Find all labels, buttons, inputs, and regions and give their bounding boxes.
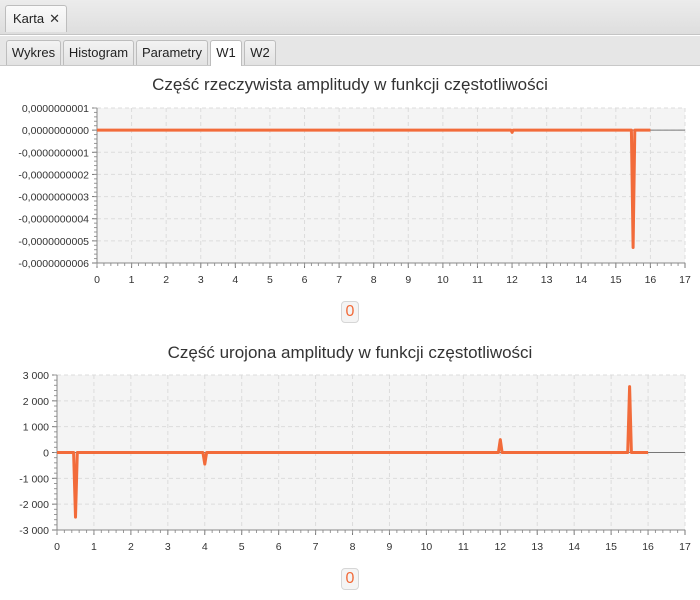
x-tick-label: 14: [575, 274, 587, 286]
y-tick-label: -1 000: [19, 473, 49, 485]
tab-karta[interactable]: Karta ✕: [5, 5, 67, 32]
x-tick-label: 1: [91, 541, 97, 553]
close-icon[interactable]: ✕: [49, 11, 60, 26]
x-tick-label: 5: [267, 274, 273, 286]
y-tick-label: 0,0000000001: [22, 103, 89, 115]
chart-title-real: Część rzeczywista amplitudy w funkcji cz…: [152, 75, 548, 94]
tab-histogram[interactable]: Histogram: [63, 40, 134, 65]
tab-karta-label: Karta: [13, 11, 45, 26]
x-tick-label: 8: [350, 541, 356, 553]
window-tabbar: Karta ✕: [0, 0, 700, 35]
x-tick-label: 1: [129, 274, 135, 286]
y-tick-label: -0,0000000004: [18, 214, 89, 226]
x-tick-label: 14: [568, 541, 580, 553]
x-tick-label: 11: [472, 274, 483, 286]
y-tick-label: -0,0000000001: [18, 147, 89, 159]
y-tick-label: -3 000: [19, 525, 49, 537]
x-tick-label: 15: [610, 274, 622, 286]
y-tick-label: -0,0000000006: [18, 258, 89, 270]
x-tick-label: 17: [679, 274, 691, 286]
y-tick-label: 2 000: [23, 396, 49, 408]
x-tick-label: 16: [645, 274, 657, 286]
plot-area: [97, 108, 685, 263]
view-tabbar: Wykres Histogram Parametry W1 W2: [0, 36, 700, 66]
series-line: [57, 385, 649, 519]
x-tick-label: 4: [232, 274, 238, 286]
x-tick-label: 7: [313, 541, 319, 553]
tab-w1[interactable]: W1: [210, 40, 242, 66]
x-tick-label: 13: [541, 274, 553, 286]
x-tick-label: 13: [531, 541, 543, 553]
legend-series-imag[interactable]: 0: [341, 568, 359, 590]
x-tick-label: 6: [276, 541, 282, 553]
x-tick-label: 12: [506, 274, 518, 286]
y-tick-label: -2 000: [19, 499, 49, 511]
series-line: [97, 128, 651, 249]
x-tick-label: 7: [336, 274, 342, 286]
y-tick-label: 0: [43, 448, 49, 460]
x-tick-label: 0: [54, 541, 60, 553]
x-tick-label: 2: [128, 541, 134, 553]
x-tick-label: 4: [202, 541, 208, 553]
tab-w2[interactable]: W2: [244, 40, 276, 65]
x-tick-label: 3: [198, 274, 204, 286]
x-tick-label: 9: [405, 274, 411, 286]
x-tick-label: 15: [605, 541, 617, 553]
x-tick-label: 10: [437, 274, 449, 286]
x-tick-label: 17: [679, 541, 691, 553]
x-tick-label: 0: [94, 274, 100, 286]
tab-parametry[interactable]: Parametry: [136, 40, 208, 65]
x-tick-label: 16: [642, 541, 654, 553]
x-tick-label: 12: [494, 541, 506, 553]
x-tick-label: 6: [302, 274, 308, 286]
x-tick-label: 3: [165, 541, 171, 553]
tab-wykres[interactable]: Wykres: [6, 40, 61, 65]
y-tick-label: 1 000: [23, 422, 49, 434]
x-tick-label: 9: [387, 541, 393, 553]
x-tick-label: 2: [163, 274, 169, 286]
y-tick-label: -0,0000000002: [18, 169, 89, 181]
y-tick-label: 0,0000000000: [22, 125, 89, 137]
x-tick-label: 11: [458, 541, 469, 553]
legend-series-real[interactable]: 0: [341, 301, 359, 323]
x-tick-label: 5: [239, 541, 245, 553]
y-tick-label: -0,0000000005: [18, 236, 89, 248]
x-tick-label: 8: [371, 274, 377, 286]
x-tick-label: 10: [421, 541, 433, 553]
y-tick-label: -0,0000000003: [18, 192, 89, 204]
chart-title-imag: Część urojona amplitudy w funkcji często…: [167, 343, 533, 362]
y-tick-label: 3 000: [23, 370, 49, 382]
